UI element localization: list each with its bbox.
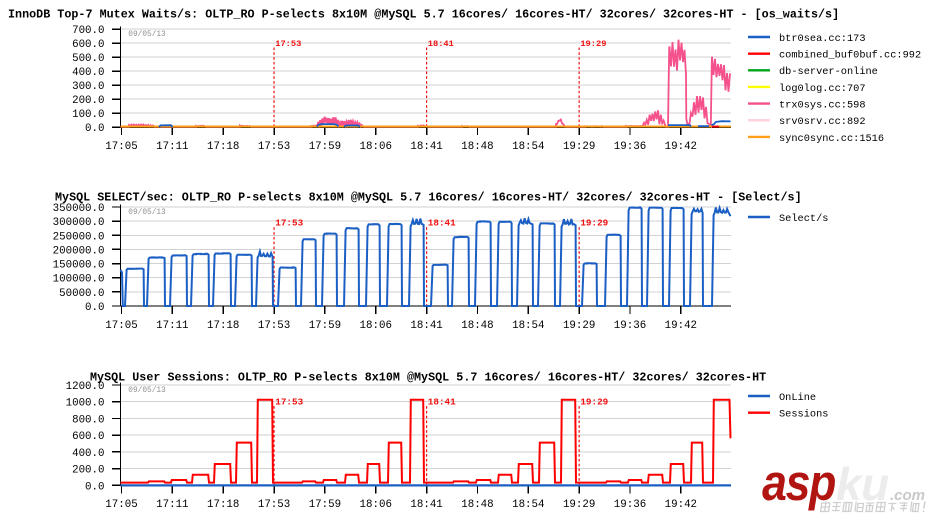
svg-text:19:36: 19:36 <box>614 141 646 153</box>
svg-text:19:42: 19:42 <box>665 141 697 153</box>
svg-text:btr0sea.cc:173: btr0sea.cc:173 <box>779 33 866 45</box>
svg-text:17:18: 17:18 <box>207 141 239 153</box>
svg-text:OnLine: OnLine <box>779 392 816 404</box>
svg-text:sync0sync.cc:1516: sync0sync.cc:1516 <box>779 133 884 145</box>
svg-text:18:06: 18:06 <box>360 499 392 511</box>
svg-text:19:36: 19:36 <box>614 320 646 332</box>
svg-text:asp: asp <box>762 455 835 511</box>
svg-text:09/05/13: 09/05/13 <box>128 31 166 39</box>
svg-text:trx0sys.cc:598: trx0sys.cc:598 <box>779 100 866 112</box>
svg-text:19:29: 19:29 <box>580 397 608 408</box>
svg-text:19:29: 19:29 <box>563 141 595 153</box>
svg-text:300000.0: 300000.0 <box>53 217 105 229</box>
svg-text:500.0: 500.0 <box>72 53 104 65</box>
svg-text:17:53: 17:53 <box>258 141 290 153</box>
svg-text:100.0: 100.0 <box>72 109 104 121</box>
svg-text:17:11: 17:11 <box>156 499 188 511</box>
svg-text:17:11: 17:11 <box>156 320 188 332</box>
svg-text:17:05: 17:05 <box>105 320 137 332</box>
svg-text:19:29: 19:29 <box>580 39 606 49</box>
svg-text:srv0srv.cc:892: srv0srv.cc:892 <box>779 116 866 128</box>
svg-text:400.0: 400.0 <box>72 67 104 79</box>
svg-text:300.0: 300.0 <box>72 81 104 93</box>
svg-text:17:18: 17:18 <box>207 320 239 332</box>
svg-text:ku: ku <box>836 458 889 510</box>
svg-text:InnoDB Top-7 Mutex Waits/s: OL: InnoDB Top-7 Mutex Waits/s: OLTP_RO P-se… <box>8 8 839 22</box>
svg-text:18:54: 18:54 <box>512 320 544 332</box>
svg-text:18:06: 18:06 <box>360 320 392 332</box>
svg-text:18:48: 18:48 <box>461 499 493 511</box>
svg-text:0.0: 0.0 <box>85 123 104 135</box>
svg-text:400.0: 400.0 <box>72 448 104 460</box>
svg-text:17:53: 17:53 <box>258 499 290 511</box>
svg-text:18:48: 18:48 <box>461 320 493 332</box>
svg-text:log0log.cc:707: log0log.cc:707 <box>779 83 866 95</box>
svg-text:18:41: 18:41 <box>410 320 442 332</box>
svg-text:db-server-online: db-server-online <box>779 66 878 78</box>
svg-text:19:29: 19:29 <box>580 218 608 229</box>
svg-text:600.0: 600.0 <box>72 39 104 51</box>
svg-text:250000.0: 250000.0 <box>53 231 105 243</box>
svg-text:19:42: 19:42 <box>665 320 697 332</box>
svg-text:350000.0: 350000.0 <box>53 203 105 215</box>
svg-text:17:05: 17:05 <box>105 499 137 511</box>
svg-text:0.0: 0.0 <box>85 481 104 493</box>
svg-text:19:29: 19:29 <box>563 499 595 511</box>
svg-text:combined_buf0buf.cc:992: combined_buf0buf.cc:992 <box>779 50 921 62</box>
svg-text:200000.0: 200000.0 <box>53 245 105 257</box>
svg-text:18:41: 18:41 <box>428 218 456 229</box>
svg-text:17:53: 17:53 <box>258 320 290 332</box>
svg-text:18:06: 18:06 <box>360 141 392 153</box>
svg-text:17:18: 17:18 <box>207 499 239 511</box>
svg-text:50000.0: 50000.0 <box>59 288 104 300</box>
svg-text:18:48: 18:48 <box>461 141 493 153</box>
svg-text:600.0: 600.0 <box>72 431 104 443</box>
svg-text:18:41: 18:41 <box>428 397 456 408</box>
svg-text:19:29: 19:29 <box>563 320 595 332</box>
svg-text:19:36: 19:36 <box>614 499 646 511</box>
svg-text:17:11: 17:11 <box>156 141 188 153</box>
svg-text:09/05/13: 09/05/13 <box>128 387 166 395</box>
svg-text:.com: .com <box>890 487 925 504</box>
svg-text:18:41: 18:41 <box>428 39 454 49</box>
svg-text:150000.0: 150000.0 <box>53 260 105 272</box>
svg-text:100000.0: 100000.0 <box>53 274 105 286</box>
svg-text:17:59: 17:59 <box>309 141 341 153</box>
svg-text:200.0: 200.0 <box>72 95 104 107</box>
svg-text:MySQL SELECT/sec: OLTP_RO P-se: MySQL SELECT/sec: OLTP_RO P-selects 8x10… <box>55 191 802 205</box>
svg-text:17:59: 17:59 <box>309 320 341 332</box>
svg-text:800.0: 800.0 <box>72 414 104 426</box>
svg-text:18:41: 18:41 <box>410 499 442 511</box>
svg-text:MySQL User Sessions: OLTP_RO P: MySQL User Sessions: OLTP_RO P-selects 8… <box>90 371 766 385</box>
svg-text:17:05: 17:05 <box>105 141 137 153</box>
svg-text:200.0: 200.0 <box>72 465 104 477</box>
svg-text:19:42: 19:42 <box>665 499 697 511</box>
svg-text:17:59: 17:59 <box>309 499 341 511</box>
svg-text:17:53: 17:53 <box>275 397 303 408</box>
svg-text:Sessions: Sessions <box>779 409 828 421</box>
svg-text:Select/s: Select/s <box>779 213 828 225</box>
svg-text:18:54: 18:54 <box>512 141 544 153</box>
svg-text:1000.0: 1000.0 <box>66 398 105 410</box>
svg-text:17:53: 17:53 <box>275 218 303 229</box>
svg-text:17:53: 17:53 <box>275 39 301 49</box>
svg-text:1200.0: 1200.0 <box>66 381 105 393</box>
svg-text:09/05/13: 09/05/13 <box>128 209 166 217</box>
svg-text:700.0: 700.0 <box>72 25 104 37</box>
svg-text:18:41: 18:41 <box>410 141 442 153</box>
svg-text:18:54: 18:54 <box>512 499 544 511</box>
svg-text:0.0: 0.0 <box>85 302 104 314</box>
